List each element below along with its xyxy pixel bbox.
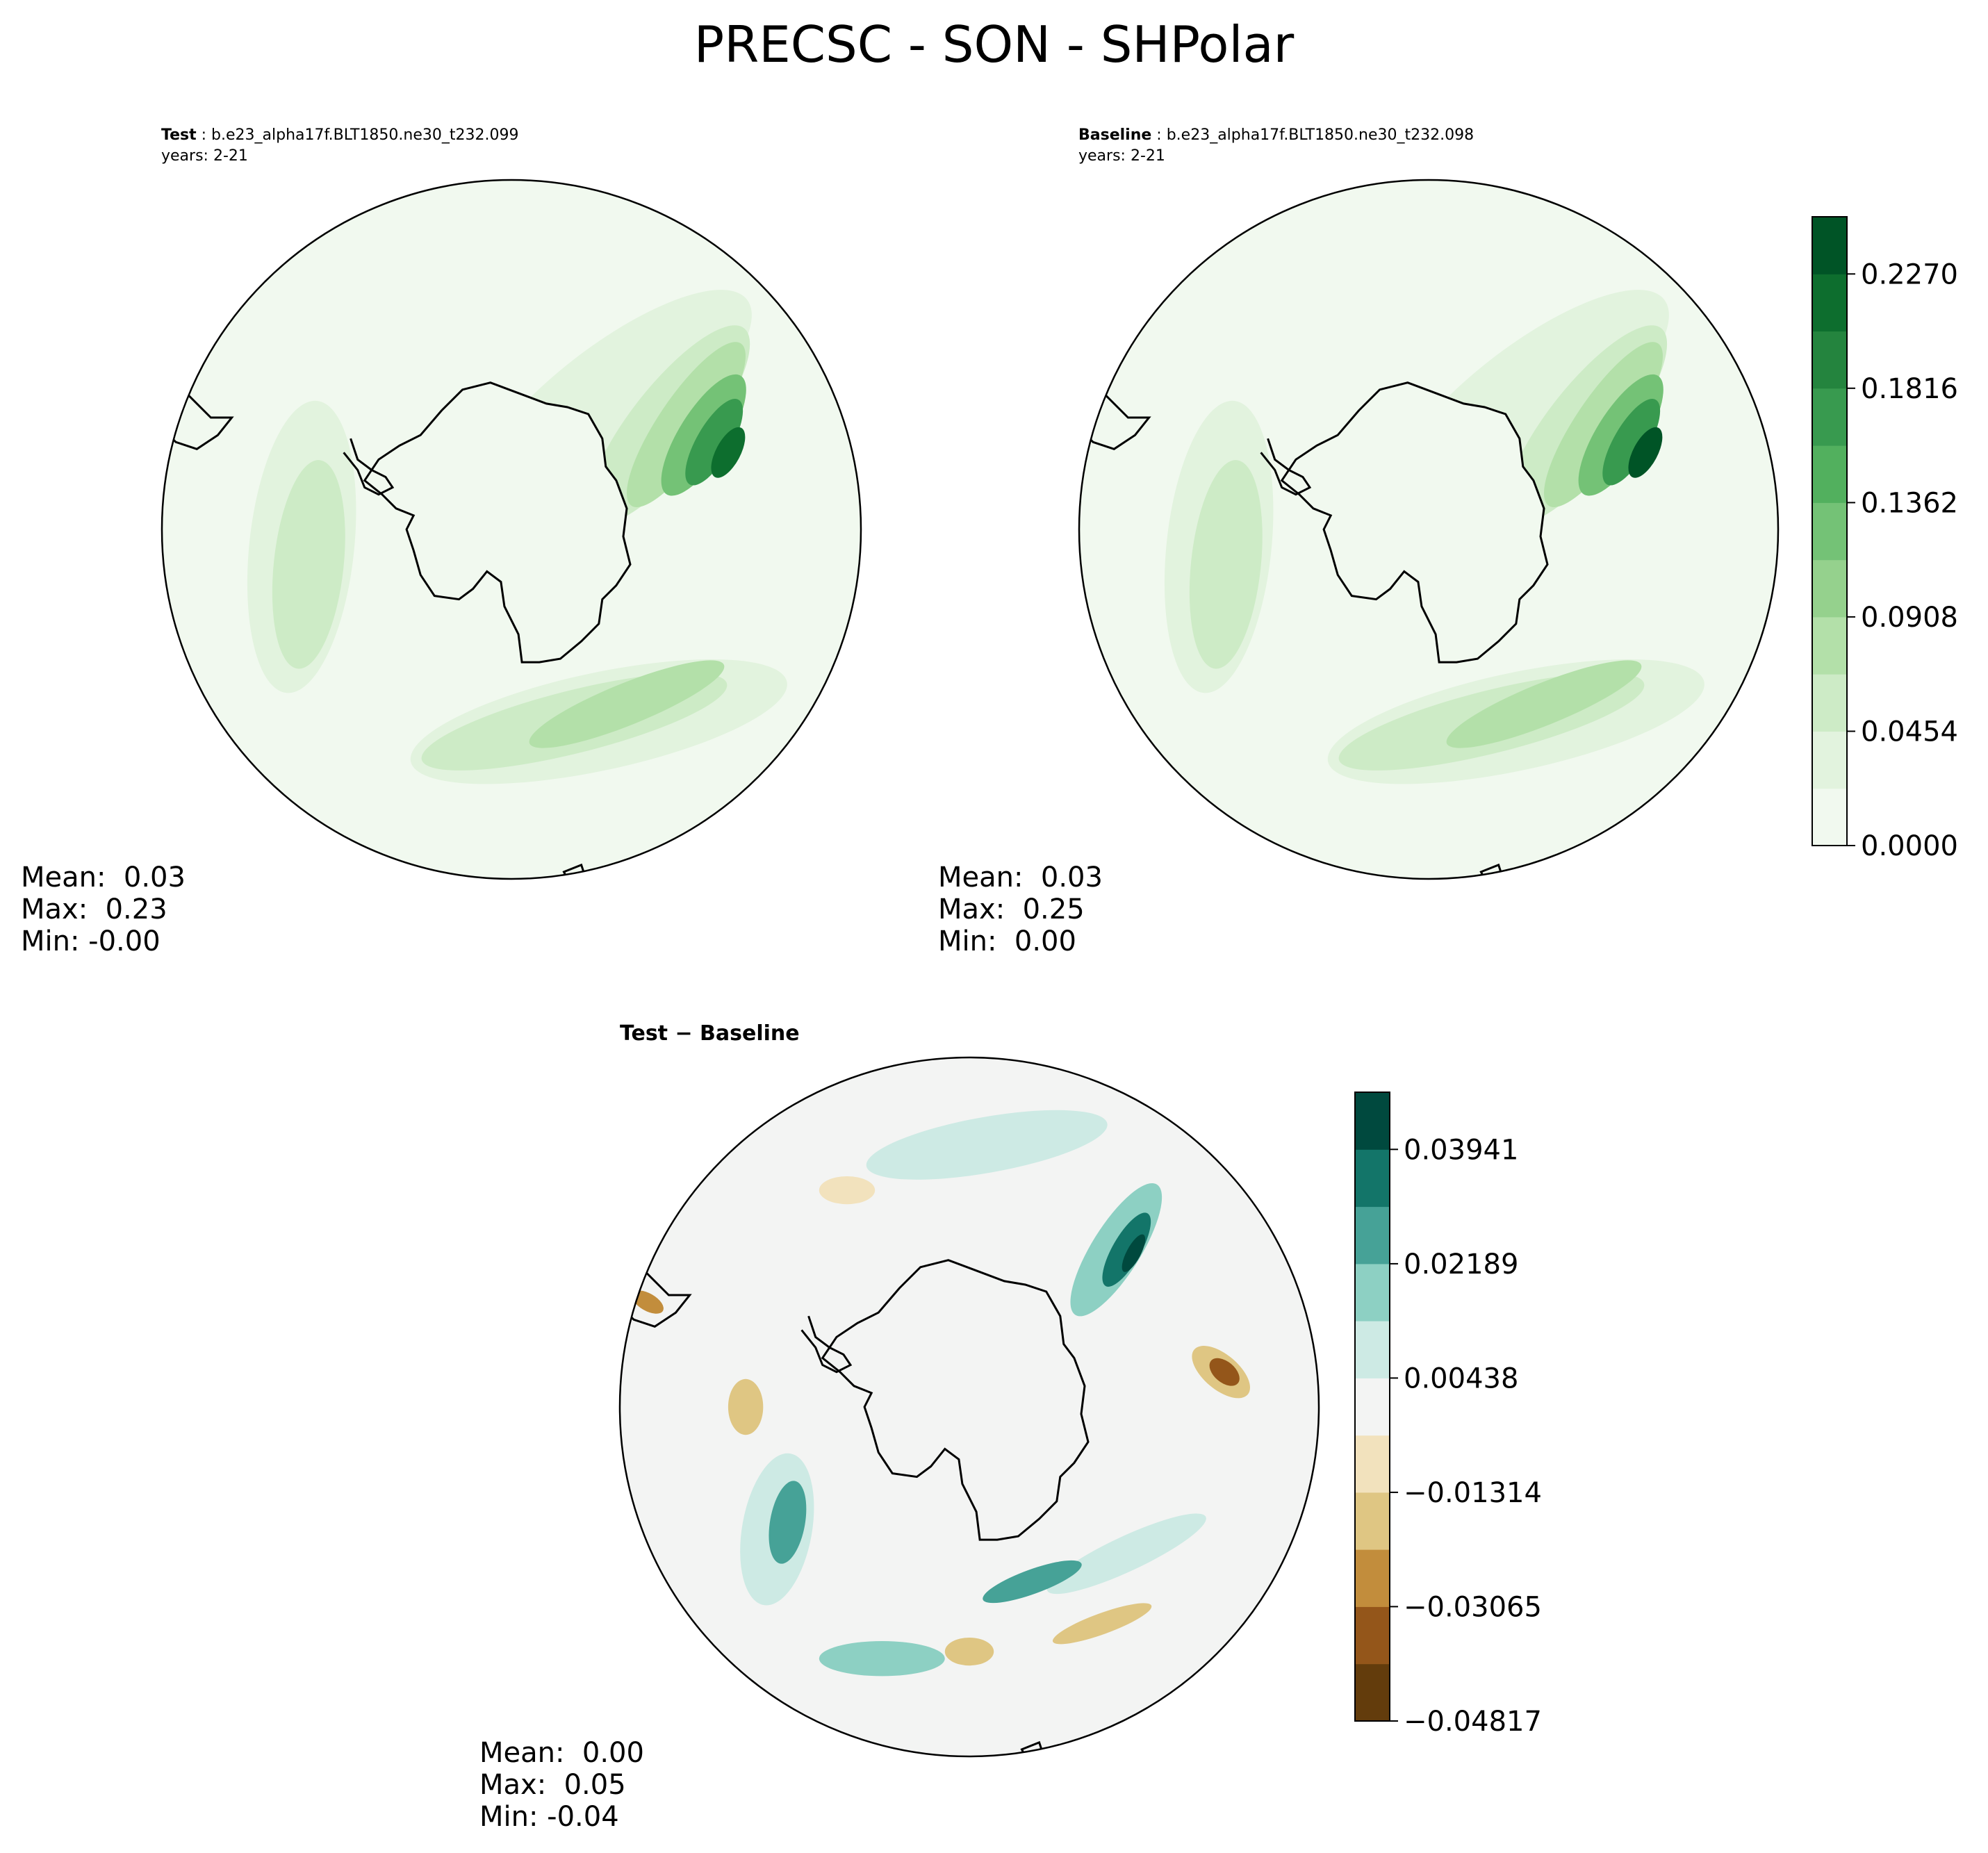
diff-colorbar-tick-label: 0.02189	[1404, 1249, 1518, 1280]
baseline-colorbar-bin	[1812, 502, 1847, 561]
test-map	[161, 179, 862, 880]
diff-colorbar-tick-label: −0.03065	[1404, 1591, 1542, 1623]
diff-mean: Mean: 0.00	[479, 1737, 644, 1769]
diff-colorbar: −0.04817 −0.03065 −0.01314 0.00438 0.02189 0.…	[1354, 1092, 1542, 1738]
baseline-case: b.e23_alpha17f.BLT1850.ne30_t232.098	[1166, 126, 1474, 144]
baseline-max: Max: 0.25	[938, 893, 1085, 925]
diff-colorbar-frame	[1354, 1092, 1390, 1722]
diff-colorbar-bin	[1355, 1149, 1390, 1208]
diff-stats: Mean: 0.00 Max: 0.05 Min: -0.04	[479, 1737, 644, 1833]
baseline-colorbar-tick-label: 0.0908	[1861, 602, 1958, 634]
baseline-colorbar-frame	[1812, 216, 1848, 846]
diff-min: Min: -0.04	[479, 1801, 619, 1833]
test-years: years: 2-21	[161, 147, 248, 165]
baseline-subtitle: Baseline : b.e23_alpha17f.BLT1850.ne30_t…	[1078, 126, 1474, 165]
diff-title: Test − Baseline	[620, 1021, 800, 1046]
baseline-colorbar-bin	[1812, 731, 1847, 789]
test-mean: Mean: 0.03	[21, 862, 186, 893]
diff-colorbar-bin	[1355, 1092, 1390, 1150]
diff-max: Max: 0.05	[479, 1769, 626, 1801]
baseline-colorbar-bin	[1812, 445, 1847, 503]
diff-colorbar-bin	[1355, 1663, 1390, 1722]
baseline-colorbar-tick-label: 0.0000	[1861, 830, 1958, 862]
test-antarctica-coast	[363, 381, 632, 664]
baseline-colorbar-bin	[1812, 217, 1847, 274]
baseline-colorbar-bin	[1812, 331, 1847, 389]
baseline-map	[1078, 179, 1780, 880]
diff-map	[618, 1056, 1320, 1758]
baseline-colorbar-tick-label: 0.0454	[1861, 716, 1958, 748]
diff-colorbar-bin	[1355, 1435, 1390, 1493]
baseline-map-boundary	[1078, 179, 1780, 880]
diff-colorbar-bin	[1355, 1606, 1390, 1665]
diff-map-boundary	[618, 1056, 1320, 1758]
figure-title: PRECSC - SON - SHPolar	[693, 15, 1295, 74]
baseline-colorbar-tick-label: 0.2270	[1861, 258, 1958, 290]
diff-colorbar-bin	[1355, 1549, 1390, 1607]
diff-colorbar-bin	[1355, 1206, 1390, 1265]
diff-anomalies	[632, 1110, 1250, 1677]
baseline-peninsula-coast	[1260, 438, 1312, 496]
baseline-min: Min: 0.00	[938, 925, 1076, 957]
baseline-antarctica-coast	[1280, 381, 1549, 664]
diff-colorbar-tick-label: 0.03941	[1404, 1134, 1518, 1166]
baseline-colorbar-tick-label: 0.1362	[1861, 487, 1958, 519]
baseline-colorbar-bin	[1812, 674, 1847, 732]
baseline-label: Baseline	[1078, 126, 1152, 144]
baseline-colorbar-bin	[1812, 559, 1847, 618]
diff-peninsula-coast	[800, 1315, 853, 1374]
test-max: Max: 0.23	[21, 893, 167, 925]
baseline-colorbar-bin	[1812, 388, 1847, 446]
test-min: Min: -0.00	[21, 925, 161, 957]
baseline-stats: Mean: 0.03 Max: 0.25 Min: 0.00	[938, 862, 1103, 957]
diff-colorbar-bin	[1355, 1321, 1390, 1378]
diff-colorbar-bin	[1355, 1263, 1390, 1321]
baseline-mean: Mean: 0.03	[938, 862, 1103, 893]
test-map-boundary	[161, 179, 862, 880]
baseline-colorbar: 0.0000 0.0454 0.0908 0.1362 0.1816 0.2270	[1812, 216, 1958, 862]
diff-colorbar-tick-label: 0.00438	[1404, 1362, 1518, 1394]
diff-colorbar-bin	[1355, 1492, 1390, 1550]
test-label: Test	[161, 126, 197, 144]
test-stats: Mean: 0.03 Max: 0.23 Min: -0.00	[21, 862, 186, 957]
test-case: b.e23_alpha17f.BLT1850.ne30_t232.099	[211, 126, 519, 144]
baseline-years: years: 2-21	[1078, 147, 1165, 165]
test-peninsula-coast	[343, 438, 395, 496]
diff-colorbar-tick-label: −0.04817	[1404, 1706, 1542, 1738]
baseline-colorbar-bin	[1812, 616, 1847, 675]
diff-colorbar-tick-label: −0.01314	[1404, 1477, 1542, 1509]
diff-colorbar-bin	[1355, 1378, 1390, 1436]
diff-antarctica-coast	[821, 1259, 1090, 1541]
baseline-colorbar-tick-label: 0.1816	[1861, 373, 1958, 405]
baseline-colorbar-bin	[1812, 788, 1847, 846]
baseline-colorbar-bin	[1812, 274, 1847, 332]
test-subtitle: Test : b.e23_alpha17f.BLT1850.ne30_t232.…	[161, 126, 519, 165]
